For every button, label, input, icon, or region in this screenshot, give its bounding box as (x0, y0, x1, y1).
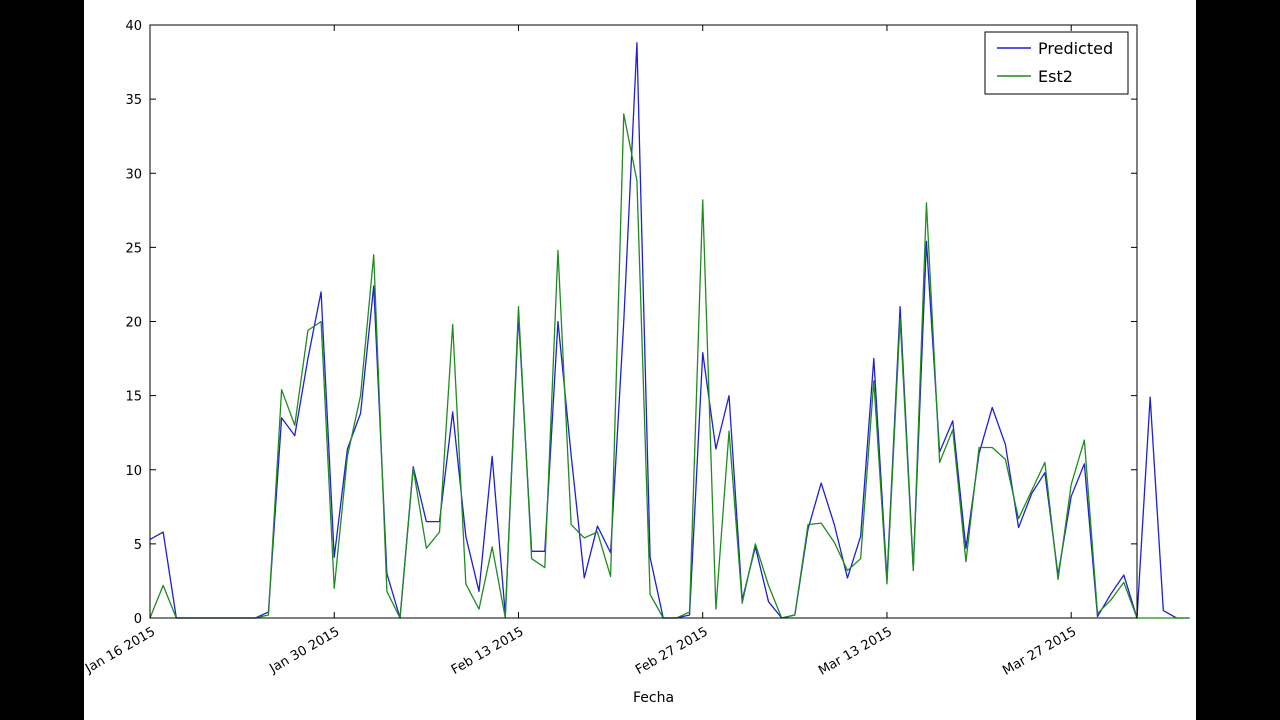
series-line-predicted (149, 42, 1190, 619)
y-tick-label: 10 (125, 464, 142, 479)
series-layer (149, 42, 1190, 619)
x-tick-label: Feb 13 2015 (449, 624, 527, 677)
x-tick-label: Mar 13 2015 (816, 624, 895, 678)
tick-layer: 0 5 10 15 20 25 30 35 40 Jan 16 2015 Jan 30 2015 Fe… (84, 19, 1137, 679)
x-tick-label: Mar 27 2015 (1000, 624, 1079, 678)
x-tick-label: Jan 30 2015 (266, 624, 342, 676)
x-tick-label: Jan 16 2015 (84, 624, 158, 676)
legend: Predicted Est2 (984, 31, 1129, 95)
y-tick-label: 15 (125, 390, 142, 405)
legend-box (984, 31, 1129, 95)
y-tick-label: 40 (125, 19, 142, 34)
x-axis-label: Fecha (633, 690, 674, 706)
y-tick-label: 25 (125, 241, 142, 256)
y-tick-label: 20 (125, 316, 142, 331)
y-tick-label: 5 (134, 538, 142, 553)
series-line-est2 (149, 113, 1190, 619)
y-tick-label: 0 (134, 612, 142, 627)
line-chart: 0 5 10 15 20 25 30 35 40 Jan 16 2015 Jan 30 2015 Fe… (84, 19, 1190, 706)
x-tick-label: Feb 27 2015 (633, 624, 711, 677)
legend-label-predicted: Predicted (1038, 39, 1113, 58)
legend-label-est2: Est2 (1038, 67, 1073, 86)
chart-canvas: 0 5 10 15 20 25 30 35 40 Jan 16 2015 Jan 30 2015 Fe… (84, 0, 1196, 720)
y-tick-label: 35 (125, 93, 142, 108)
y-tick-label: 30 (125, 167, 142, 182)
